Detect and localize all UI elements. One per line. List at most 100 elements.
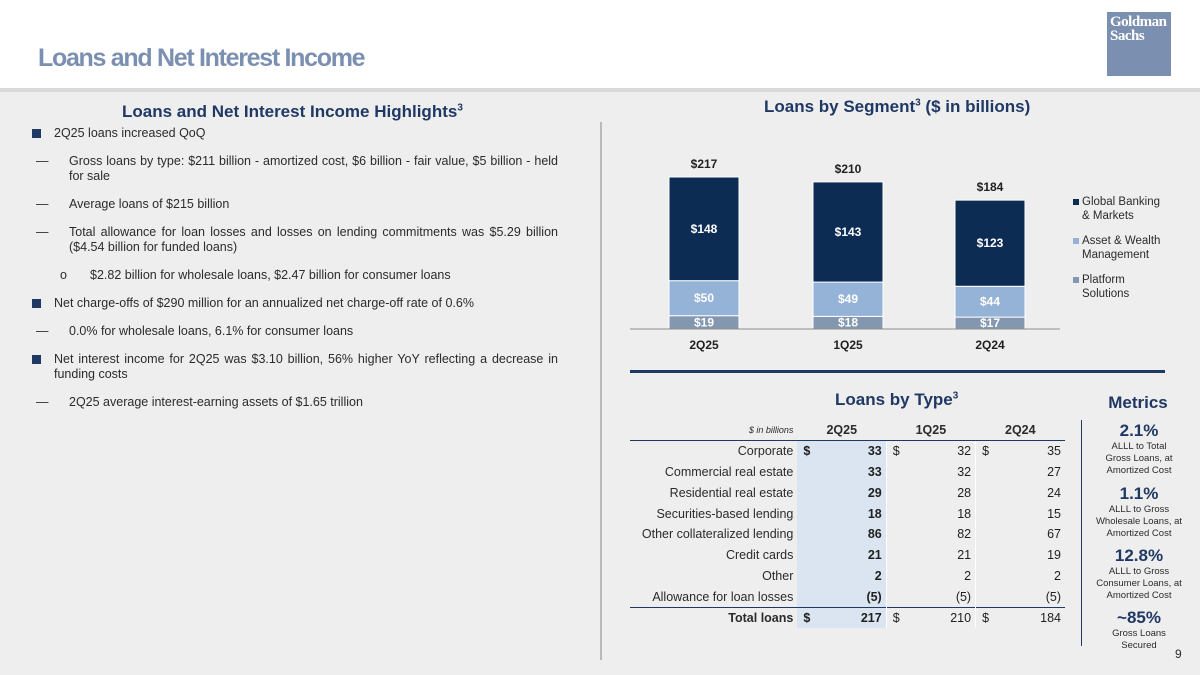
bullet-item: — Gross loans by type: $211 billion - amo… xyxy=(32,154,558,184)
currency-symbol xyxy=(885,544,903,566)
currency-symbol: $ xyxy=(975,440,992,462)
page-title: Loans and Net Interest Income xyxy=(38,44,366,72)
currency-symbol: $ xyxy=(885,440,903,462)
currency-symbol xyxy=(797,544,813,566)
segment-footnote-ref: 3 xyxy=(915,97,921,109)
metric-item: 12.8% ALLL to Gross Consumer Loans, at Amor… xyxy=(1088,546,1190,602)
cell-value: 21 xyxy=(813,544,887,566)
table-header-row: $ in billions 2Q25 1Q25 2Q24 xyxy=(630,420,1065,442)
x-axis-tick-label: 2Q24 xyxy=(975,338,1005,352)
legend-label-line: Management xyxy=(1082,249,1150,261)
currency-symbol: $ xyxy=(885,606,903,628)
row-label: Corporate xyxy=(737,444,794,459)
currency-symbol xyxy=(797,461,813,483)
cell-value: 2 xyxy=(1054,568,1061,583)
currency-symbol xyxy=(975,482,992,504)
bullet-marker: — xyxy=(36,197,49,211)
cell-value: 35 xyxy=(1047,444,1061,459)
row-label: Other collateralized lending xyxy=(641,527,794,542)
currency-symbol xyxy=(885,503,903,524)
bar-segment xyxy=(812,181,884,283)
bar-value-label: $143 xyxy=(835,225,862,239)
currency-symbol xyxy=(975,461,992,483)
cell-value: 18 xyxy=(957,506,972,521)
bullet-text: 2Q25 loans increased QoQ xyxy=(54,126,206,140)
metric-description: Consumer Loans, at xyxy=(1096,578,1182,589)
column-header: 2Q24 xyxy=(975,420,1065,442)
page-number: 9 xyxy=(1175,647,1182,661)
bar-value-label: $17 xyxy=(980,316,1000,330)
segment-chart-title: Loans by Segment3 ($ in billions) xyxy=(764,97,1030,117)
section-divider xyxy=(630,370,1165,373)
metric-description: Amortized Cost xyxy=(1106,465,1172,476)
currency-symbol xyxy=(975,544,992,566)
currency-symbol xyxy=(885,523,903,545)
legend-label-line: Platform xyxy=(1082,274,1125,286)
row-label: Allowance for loan losses xyxy=(652,589,794,604)
bullet-marker: o xyxy=(60,268,67,282)
logo-line-2: Sachs xyxy=(1110,28,1145,44)
currency-symbol xyxy=(885,586,903,608)
highlights-title-text: Loans and Net Interest Income Highlights xyxy=(122,102,458,121)
bullet-item: o $2.82 billion for wholesale loans, $2.4… xyxy=(32,268,558,283)
legend-entry: Global Banking & Markets xyxy=(1073,195,1160,223)
bar-total-label: $217 xyxy=(691,157,718,171)
cell-value: 2 xyxy=(813,565,887,587)
metric-description: Gross Loans, at xyxy=(1105,453,1173,464)
row-label: Other xyxy=(762,568,794,583)
bullet-item: Net charge-offs of $290 million for an a… xyxy=(32,296,558,311)
table-row: Allowance for loan losses (5) (5) (5) xyxy=(630,586,1065,608)
type-title-text: Loans by Type xyxy=(835,390,953,409)
bar-value-label: $50 xyxy=(694,291,714,305)
row-label: Residential real estate xyxy=(669,485,794,500)
bullet-text: 0.0% for wholesale loans, 6.1% for consu… xyxy=(69,324,354,338)
currency-symbol: $ xyxy=(797,440,813,462)
goldman-sachs-logo: Goldman Sachs xyxy=(1107,12,1171,76)
table-row: Securities-based lending 18 18 15 xyxy=(630,503,1065,524)
metric-item: ~85% Gross Loans Secured xyxy=(1088,608,1190,652)
currency-symbol xyxy=(797,482,813,504)
cell-value: 82 xyxy=(957,527,972,542)
metric-item: 1.1% ALLL to Gross Wholesale Loans, at Amor… xyxy=(1088,484,1190,540)
bullet-text: Net charge-offs of $290 million for an a… xyxy=(54,296,474,310)
row-label: Total loans xyxy=(630,606,798,628)
cell-value: (5) xyxy=(813,586,887,608)
unit-label: $ in billions xyxy=(630,420,798,442)
loans-by-segment-chart: $19 $50 $148 $217 2Q25 $18 $49 $143 $210 1Q25 $17 $… xyxy=(630,157,1060,352)
bullet-text: 2Q25 average interest-earning assets of … xyxy=(69,395,363,409)
cell-value: 19 xyxy=(1047,548,1061,563)
metrics-divider xyxy=(1081,420,1082,646)
cell-value: 24 xyxy=(1047,485,1061,500)
table-row: Other 2 2 2 xyxy=(630,565,1065,587)
row-label: Commercial real estate xyxy=(664,464,794,479)
currency-symbol xyxy=(797,586,813,608)
bullet-text: Total allowance for loan losses and loss… xyxy=(69,225,558,254)
bullet-item: — Total allowance for loan losses and los… xyxy=(32,225,558,255)
highlights-bullet-list: 2Q25 loans increased QoQ — Gross loans by … xyxy=(32,126,558,423)
bullet-text: Average loans of $215 billion xyxy=(69,197,230,211)
bullet-item: 2Q25 loans increased QoQ xyxy=(32,126,558,141)
bar-segment xyxy=(954,199,1026,287)
currency-symbol xyxy=(975,503,992,524)
loans-by-type-title: Loans by Type3 xyxy=(835,390,958,410)
cell-value: (5) xyxy=(955,589,972,604)
legend-label: Platform Solutions xyxy=(1082,273,1129,301)
cell-value: 32 xyxy=(957,444,972,459)
logo-line-1: Goldman xyxy=(1110,14,1167,30)
metric-description: Gross Loans xyxy=(1112,628,1166,639)
bar-segment xyxy=(954,285,1026,318)
metric-description: ALLL to Gross xyxy=(1108,504,1170,515)
column-header: 1Q25 xyxy=(886,420,976,442)
bullet-item: Net interest income for 2Q25 was $3.10 b… xyxy=(32,352,558,382)
table-row: Other collateralized lending 86 82 67 xyxy=(630,523,1065,545)
cell-value: (5) xyxy=(1045,589,1061,604)
metric-description: Amortized Cost xyxy=(1106,528,1172,539)
column-header: 2Q25 xyxy=(797,420,887,442)
bullet-marker xyxy=(32,355,41,364)
metrics-title: Metrics xyxy=(1108,393,1168,412)
metric-value: 1.1% xyxy=(1119,484,1159,503)
currency-symbol xyxy=(797,565,813,587)
currency-symbol xyxy=(975,523,992,545)
currency-symbol xyxy=(975,565,992,587)
segment-title-text: Loans by Segment xyxy=(764,97,916,116)
